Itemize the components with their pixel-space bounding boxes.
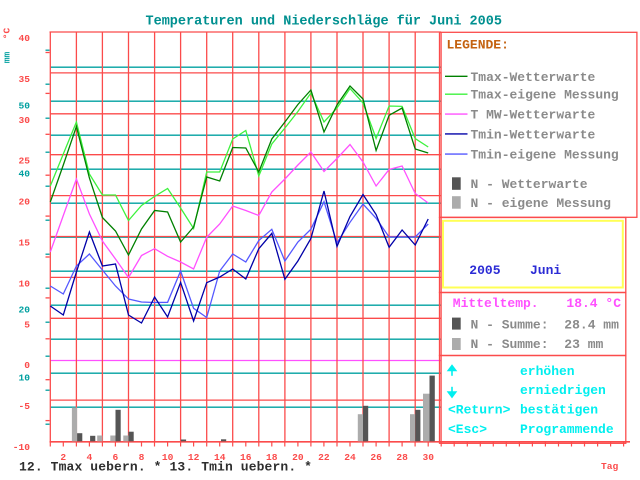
svg-text:Temperaturen und Niederschläge: Temperaturen und Niederschläge für Juni … — [146, 14, 502, 29]
svg-text:-10: -10 — [13, 442, 31, 453]
svg-text:Tmin-eigene Messung: Tmin-eigene Messung — [471, 148, 619, 163]
svg-text:10: 10 — [18, 373, 30, 384]
svg-text:-5: -5 — [18, 401, 30, 412]
svg-text:14: 14 — [214, 452, 226, 463]
svg-text:N - Summe:: N - Summe: — [471, 337, 549, 352]
svg-text:50: 50 — [18, 101, 30, 112]
svg-text:12: 12 — [188, 452, 200, 463]
svg-text:10: 10 — [18, 278, 30, 289]
svg-text:Programmende: Programmende — [520, 422, 614, 437]
svg-text:N - eigene Messung: N - eigene Messung — [471, 196, 612, 211]
svg-text:4: 4 — [87, 452, 93, 463]
svg-text:°C: °C — [2, 28, 13, 40]
svg-text:2005: 2005 — [469, 263, 500, 278]
svg-text:23 mm: 23 mm — [564, 337, 603, 352]
svg-text:N - Wetterwarte: N - Wetterwarte — [471, 177, 588, 192]
svg-text:2: 2 — [60, 452, 66, 463]
svg-text:15: 15 — [18, 238, 30, 249]
svg-text:bestätigen: bestätigen — [520, 403, 598, 418]
svg-text:N - Summe:: N - Summe: — [471, 318, 549, 333]
svg-text:5: 5 — [24, 319, 30, 330]
svg-text:12. Tmax uebern. * 13. Tmin ue: 12. Tmax uebern. * 13. Tmin uebern. * — [19, 460, 312, 475]
svg-text:40: 40 — [18, 169, 30, 180]
svg-text:8: 8 — [139, 452, 145, 463]
svg-text:16: 16 — [240, 452, 252, 463]
svg-text:20: 20 — [18, 197, 30, 208]
svg-text:20: 20 — [18, 305, 30, 316]
svg-text:erhöhen: erhöhen — [520, 364, 575, 379]
svg-text:Tag: Tag — [601, 461, 619, 472]
svg-text:mm: mm — [2, 52, 13, 64]
svg-text:18: 18 — [266, 452, 278, 463]
svg-text:40: 40 — [18, 33, 30, 44]
svg-text:10: 10 — [162, 452, 174, 463]
svg-text:25: 25 — [18, 156, 30, 167]
svg-text:20: 20 — [292, 452, 304, 463]
svg-text:LEGENDE:: LEGENDE: — [447, 38, 509, 53]
svg-text:26: 26 — [370, 452, 382, 463]
svg-text:erniedrigen: erniedrigen — [520, 383, 606, 398]
svg-text:24: 24 — [344, 452, 356, 463]
svg-text:Tmax-Wetterwarte: Tmax-Wetterwarte — [471, 70, 596, 85]
svg-text:<Esc>: <Esc> — [448, 422, 487, 437]
svg-text:28: 28 — [396, 452, 408, 463]
svg-text:18.4 °C: 18.4 °C — [566, 296, 621, 311]
svg-text:6: 6 — [113, 452, 119, 463]
svg-text:22: 22 — [318, 452, 330, 463]
svg-text:35: 35 — [18, 74, 30, 85]
svg-text:Mitteltemp.: Mitteltemp. — [453, 296, 539, 311]
svg-text:30: 30 — [18, 115, 30, 126]
svg-text:28.4 mm: 28.4 mm — [564, 318, 619, 333]
svg-text:Tmin-Wetterwarte: Tmin-Wetterwarte — [471, 127, 596, 142]
svg-text:Juni: Juni — [530, 263, 561, 278]
svg-text:0: 0 — [24, 360, 30, 371]
svg-text:<Return>: <Return> — [448, 403, 511, 418]
svg-text:T MW-Wetterwarte: T MW-Wetterwarte — [471, 108, 596, 123]
svg-text:Tmax-eigene Messung: Tmax-eigene Messung — [471, 88, 619, 103]
svg-text:30: 30 — [422, 452, 434, 463]
